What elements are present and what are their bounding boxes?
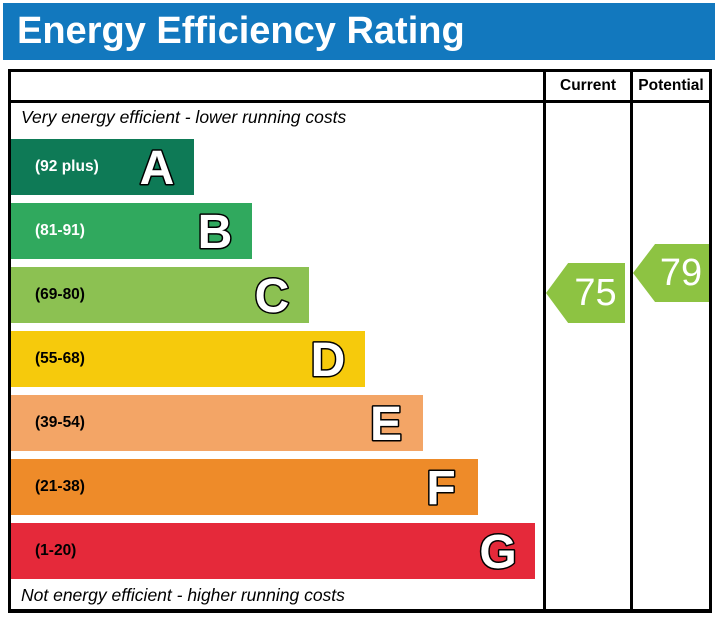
band-e: (39-54) E — [11, 395, 423, 451]
page-title-bar: Energy Efficiency Rating — [3, 3, 715, 60]
svg-text:G: G — [479, 526, 516, 577]
band-d-range: (55-68) — [35, 350, 85, 367]
band-e-range: (39-54) — [35, 414, 85, 431]
current-rating-value: 75 — [574, 272, 617, 314]
svg-text:D: D — [311, 334, 346, 385]
band-a-range: (92 plus) — [35, 158, 99, 175]
bottom-note: Not energy efficient - higher running co… — [21, 585, 345, 605]
svg-text:E: E — [370, 398, 402, 449]
current-rating-arrow-icon: 75 — [546, 263, 625, 323]
band-g: (1-20) G — [11, 523, 535, 579]
epc-rating-table: Current Potential Very energy efficient … — [8, 69, 712, 613]
svg-text:B: B — [198, 206, 233, 257]
header-cell-current: Current — [543, 72, 630, 100]
band-c-range: (69-80) — [35, 286, 85, 303]
band-b-letter: B — [196, 205, 234, 257]
band-a-letter: A — [138, 141, 176, 193]
svg-text:A: A — [140, 142, 175, 193]
rating-bands-area: Very energy efficient - lower running co… — [11, 103, 543, 609]
band-a: (92 plus) A — [11, 139, 194, 195]
band-f-letter: F — [425, 461, 457, 513]
band-d: (55-68) D — [11, 331, 365, 387]
band-c-letter: C — [253, 269, 291, 321]
potential-column-header: Potential — [638, 77, 704, 94]
header-cell-chart — [11, 72, 543, 100]
band-b: (81-91) B — [11, 203, 252, 259]
svg-text:C: C — [255, 270, 290, 321]
page-title: Energy Efficiency Rating — [17, 10, 465, 52]
band-g-letter: G — [478, 525, 518, 577]
band-b-range: (81-91) — [35, 222, 85, 239]
current-column-header: Current — [560, 77, 616, 94]
potential-rating-column: 79 — [630, 103, 709, 609]
top-note: Very energy efficient - lower running co… — [21, 107, 347, 127]
svg-text:F: F — [426, 462, 455, 513]
band-d-letter: D — [309, 333, 347, 385]
header-cell-potential: Potential — [630, 72, 709, 100]
band-f-range: (21-38) — [35, 478, 85, 495]
potential-rating-arrow-icon: 79 — [633, 244, 709, 302]
band-e-letter: E — [368, 397, 403, 449]
potential-rating-value: 79 — [659, 252, 703, 294]
table-header-row: Current Potential — [11, 72, 709, 103]
table-body-row: Very energy efficient - lower running co… — [11, 103, 709, 609]
band-c: (69-80) C — [11, 267, 309, 323]
band-f: (21-38) F — [11, 459, 478, 515]
current-rating-column: 75 — [543, 103, 630, 609]
band-g-range: (1-20) — [35, 542, 77, 559]
